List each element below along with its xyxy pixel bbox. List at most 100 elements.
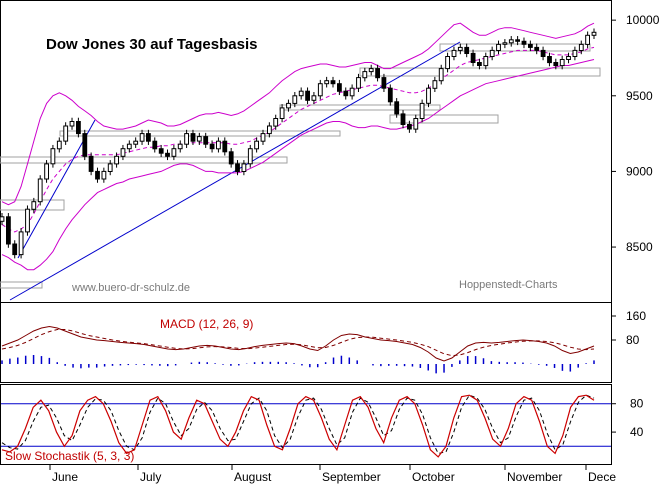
candle-body <box>63 125 69 142</box>
candle <box>158 144 164 158</box>
candle-body <box>496 43 501 52</box>
candle-body <box>209 143 215 150</box>
candle-body <box>222 140 228 153</box>
candle-body <box>464 46 470 55</box>
candle-body <box>578 43 584 52</box>
support-resistance-boxes <box>0 43 601 289</box>
candle <box>254 137 259 153</box>
stochastic-k-line <box>1 394 595 458</box>
candle <box>400 110 406 129</box>
candle-body <box>82 133 88 157</box>
candle-body <box>362 71 368 79</box>
candle <box>247 144 253 168</box>
candle-body <box>69 121 75 127</box>
candle <box>470 49 476 67</box>
candle-body <box>349 87 355 97</box>
candle <box>37 175 43 206</box>
candle-body <box>419 102 425 120</box>
candle <box>540 46 546 61</box>
candle-body <box>451 49 457 58</box>
candle-body <box>515 39 521 42</box>
candle-body <box>44 163 50 180</box>
candle-body <box>585 34 591 45</box>
bollinger-middle <box>1 46 595 233</box>
candle <box>56 137 62 153</box>
candle-body <box>324 80 330 85</box>
candle-body <box>0 216 5 222</box>
candle <box>216 137 221 153</box>
candle-body <box>31 201 37 210</box>
candle <box>120 144 126 161</box>
candle-body <box>241 163 247 172</box>
candle-body <box>228 151 234 165</box>
candle-body <box>267 125 272 135</box>
macd-line <box>1 325 595 362</box>
candle-body <box>426 87 431 104</box>
price-tick-label: 9000 <box>626 164 653 178</box>
candle <box>209 140 215 153</box>
watermark-left: www.buero-dr-schulz.de <box>71 282 190 294</box>
candle-body <box>483 56 489 67</box>
month-label: October <box>412 470 455 484</box>
candle <box>260 129 266 145</box>
price-tick-label: 10000 <box>626 13 660 27</box>
candle <box>165 149 170 161</box>
candle <box>508 36 514 47</box>
candle-body <box>337 83 342 92</box>
bollinger-upper <box>1 22 595 206</box>
candle <box>375 64 381 82</box>
macd-tick-label: 80 <box>626 333 640 347</box>
month-label: November <box>507 470 562 484</box>
candle-body <box>216 140 221 150</box>
candle <box>152 137 158 153</box>
month-label: August <box>234 470 272 484</box>
candle <box>553 58 559 70</box>
macd-label: MACD (12, 26, 9) <box>160 317 253 331</box>
candle <box>547 52 552 67</box>
candle <box>387 84 393 106</box>
candle <box>368 64 374 76</box>
candle <box>483 52 489 70</box>
price-axis: 8500 9000 9500 10000 <box>611 13 660 254</box>
candle-body <box>146 133 151 142</box>
candle <box>63 122 69 145</box>
candle <box>31 197 37 214</box>
candle <box>298 87 304 100</box>
candle <box>177 140 183 153</box>
candle-body <box>298 90 304 97</box>
candle-body <box>107 163 113 172</box>
candle <box>0 213 5 226</box>
candle <box>534 43 540 55</box>
candle <box>82 129 88 161</box>
candle-body <box>502 42 508 45</box>
candle-body <box>528 43 533 48</box>
candle-body <box>177 143 183 150</box>
candle <box>528 40 533 52</box>
candle-body <box>368 68 374 73</box>
candle <box>381 73 387 93</box>
stochastic-label: Slow Stochastik (5, 3, 3) <box>5 449 134 463</box>
candle <box>107 160 113 176</box>
candle <box>6 213 11 248</box>
candle-body <box>120 148 126 157</box>
candle <box>432 76 438 93</box>
candle-body <box>76 121 81 135</box>
candle-body <box>235 163 240 172</box>
candle <box>88 152 94 176</box>
candle-body <box>343 90 349 97</box>
candle <box>76 117 81 138</box>
candle <box>267 122 272 138</box>
candle <box>343 87 349 100</box>
candle <box>566 52 571 64</box>
candle <box>489 46 495 61</box>
month-label: September <box>322 470 381 484</box>
candle-body <box>553 62 559 66</box>
candle-body <box>292 95 298 104</box>
price-tick-label: 8500 <box>626 240 653 254</box>
candle <box>349 84 355 100</box>
candle <box>190 129 196 145</box>
candle <box>241 160 247 176</box>
stochastic-tick-label: 80 <box>630 397 644 411</box>
candle <box>477 58 482 70</box>
